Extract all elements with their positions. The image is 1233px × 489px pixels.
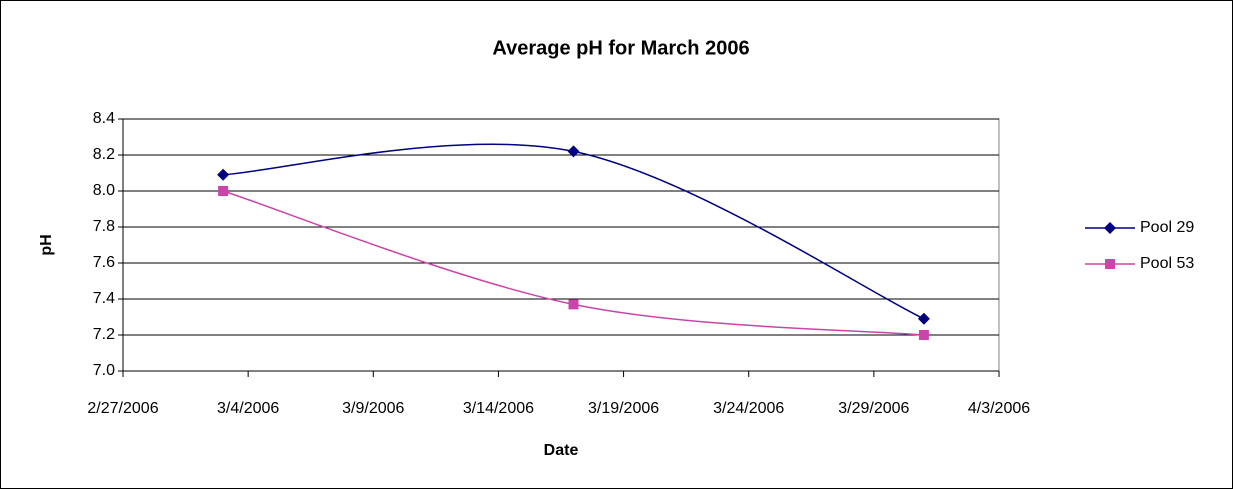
x-tick-label: 3/9/2006 [342,400,404,417]
chart-title: Average pH for March 2006 [492,37,749,59]
marker [217,168,230,181]
y-tick-label: 8.2 [93,146,115,163]
y-axis-label: pH [38,234,55,255]
y-tick-label: 7.6 [93,254,115,271]
marker [917,312,930,325]
y-tick-label: 7.0 [93,362,115,379]
marker [918,330,929,340]
plot-area [122,118,1000,372]
y-tick-label: 7.2 [93,326,115,343]
x-tick-label: 3/19/2006 [588,400,659,417]
y-tick-label: 8.0 [93,182,115,199]
legend-label: Pool 53 [1140,255,1194,272]
legend-label: Pool 29 [1140,219,1194,236]
marker [568,299,579,310]
x-tick-label: 3/29/2006 [838,400,909,417]
x-tick-label: 3/14/2006 [463,400,534,417]
legend-marker [1105,259,1115,269]
y-tick-label: 8.4 [93,110,115,127]
marker [567,145,580,158]
legend-marker [1104,222,1116,234]
y-tick-label: 7.4 [93,290,115,307]
x-tick-label: 3/4/2006 [217,400,279,417]
y-tick-label: 7.8 [93,218,115,235]
x-tick-label: 3/24/2006 [713,400,784,417]
x-tick-label: 4/3/2006 [968,400,1030,417]
x-tick-label: 2/27/2006 [87,400,158,417]
x-axis-label: Date [544,442,579,459]
marker [218,186,229,196]
